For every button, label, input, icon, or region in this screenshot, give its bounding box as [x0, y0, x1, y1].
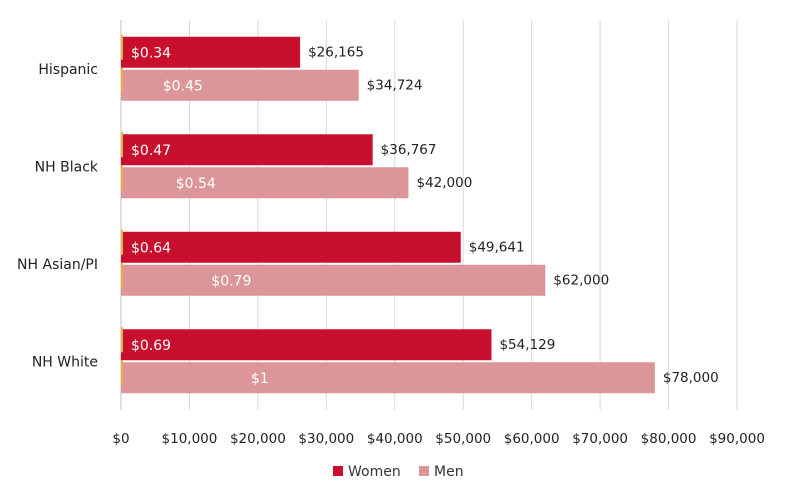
value-label: $62,000	[553, 272, 609, 288]
ratio-label: $0.54	[176, 176, 216, 192]
ratio-label: $0.45	[163, 78, 203, 94]
bar-women	[121, 231, 461, 263]
ratio-label: $1	[251, 371, 269, 387]
category-label: NH Black	[35, 159, 99, 175]
legend-label-women: Women	[348, 464, 401, 480]
value-label: $34,724	[367, 77, 423, 93]
x-axis-tick-labels: $0 $10,000 $20,000 $30,000 $40,000 $50,000 $60…	[112, 431, 765, 447]
bar-women	[121, 134, 373, 166]
category-label: NH Asian/PI	[17, 257, 98, 273]
bars: $0.34 $26,165 $0.45 $34,724 $0.47 $36,767 $0.5…	[121, 34, 719, 394]
bar-men	[121, 167, 409, 199]
legend-swatch-men	[419, 466, 429, 476]
value-label: $49,641	[469, 239, 525, 255]
x-tick-label: $30,000	[298, 431, 354, 447]
bar-men	[121, 264, 546, 296]
value-label: $54,129	[499, 337, 555, 353]
x-tick-label: $20,000	[230, 431, 286, 447]
x-tick-label: $90,000	[709, 431, 765, 447]
bar-women	[121, 36, 301, 68]
ratio-label: $0.34	[131, 45, 171, 61]
ratio-label: $0.69	[131, 338, 171, 354]
x-tick-label: $60,000	[504, 431, 560, 447]
ratio-label: $0.64	[131, 240, 171, 256]
bar-men	[121, 69, 359, 101]
category-label: Hispanic	[38, 62, 98, 78]
x-tick-label: $50,000	[435, 431, 491, 447]
x-tick-label: $10,000	[162, 431, 218, 447]
x-tick-label: $80,000	[641, 431, 697, 447]
ratio-label: $0.47	[131, 143, 171, 159]
value-label: $26,165	[308, 44, 364, 60]
value-label: $42,000	[416, 175, 472, 191]
category-labels: Hispanic NH Black NH Asian/PI NH White	[17, 62, 99, 371]
legend-swatch-women	[333, 466, 343, 476]
category-label: NH White	[32, 354, 98, 370]
value-label: $36,767	[381, 142, 437, 158]
ratio-label: $0.79	[211, 273, 251, 289]
bar-women	[121, 329, 492, 361]
legend-label-men: Men	[434, 464, 464, 480]
x-tick-label: $40,000	[367, 431, 423, 447]
bar-men	[121, 362, 655, 394]
x-tick-label: $70,000	[572, 431, 628, 447]
value-label: $78,000	[663, 370, 719, 386]
legend: Women Men	[333, 464, 464, 480]
x-tick-label: $0	[112, 431, 129, 447]
